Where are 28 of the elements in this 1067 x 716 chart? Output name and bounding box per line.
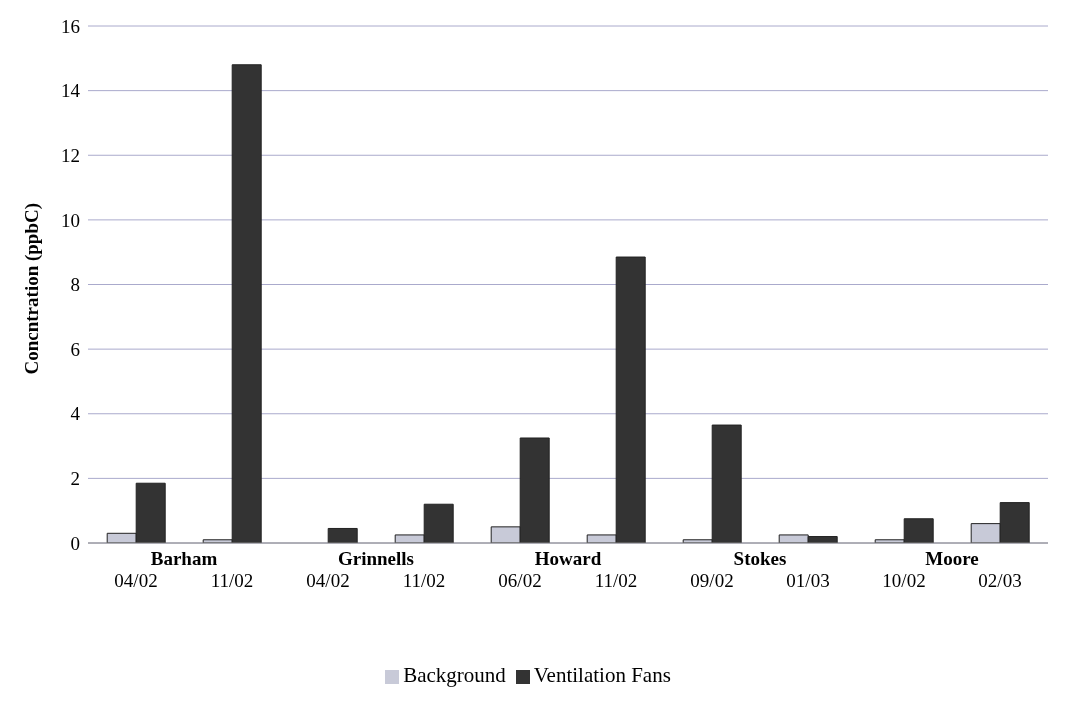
text: Barham	[150, 548, 218, 569]
x-tick-label: 06/02	[498, 570, 542, 591]
y-tick-label: 8	[70, 274, 80, 296]
legend-label: Ventilation Fans	[533, 663, 671, 687]
y-tick-label: 2	[70, 468, 80, 490]
y-axis-title: Concntration (ppbC)	[20, 202, 43, 375]
x-tick-label: 10/02	[882, 570, 926, 591]
y-tick-label: 6	[70, 338, 80, 360]
x-tick-label: 11/02	[402, 570, 446, 591]
y-tick-label: 14	[61, 80, 81, 102]
x-tick-label: 04/02	[114, 570, 158, 591]
x-tick-label: 11/02	[210, 570, 254, 591]
text: Stokes	[733, 548, 787, 569]
text: Grinnells	[337, 548, 415, 569]
y-tick-label: 12	[61, 144, 80, 166]
y-tick-label: 4	[70, 403, 81, 425]
text: Moore	[925, 548, 979, 569]
bar	[327, 527, 358, 543]
legend-label: Background	[403, 663, 506, 687]
x-tick-label: 09/02	[690, 570, 734, 591]
x-tick-label: 04/02	[306, 570, 350, 591]
y-tick-label: 0	[70, 532, 80, 554]
text: Howard	[534, 548, 602, 569]
y-tick-label: 10	[61, 209, 80, 231]
x-tick-label: 11/02	[594, 570, 638, 591]
x-tick-label: 01/03	[786, 570, 830, 591]
y-tick-label: 16	[61, 15, 80, 37]
x-tick-label: 02/03	[978, 570, 1022, 591]
